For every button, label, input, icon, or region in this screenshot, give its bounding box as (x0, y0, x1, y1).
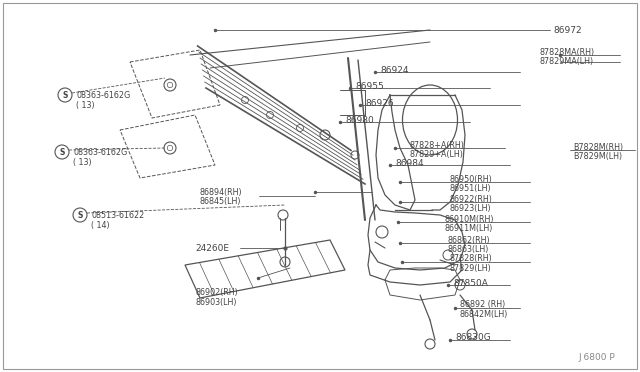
Text: 86980: 86980 (345, 115, 374, 125)
Text: ( 13): ( 13) (76, 100, 95, 109)
Text: 86863(LH): 86863(LH) (448, 244, 490, 253)
Text: S: S (62, 90, 68, 99)
Text: J 6800 P: J 6800 P (579, 353, 615, 362)
Text: 86923(LH): 86923(LH) (450, 203, 492, 212)
Text: 86924: 86924 (380, 65, 408, 74)
Text: 86972: 86972 (553, 26, 582, 35)
Text: 86951(LH): 86951(LH) (450, 183, 492, 192)
Text: B7828M(RH): B7828M(RH) (573, 142, 623, 151)
Text: ( 13): ( 13) (73, 157, 92, 167)
Text: 87828MA(RH): 87828MA(RH) (540, 48, 595, 57)
Text: 87828+A(RH): 87828+A(RH) (410, 141, 465, 150)
Text: 86862(RH): 86862(RH) (448, 235, 491, 244)
Text: 08363-6162G: 08363-6162G (76, 90, 131, 99)
Text: 87828(RH): 87828(RH) (450, 254, 493, 263)
Text: 86911M(LH): 86911M(LH) (445, 224, 493, 232)
Text: 24260E: 24260E (195, 244, 229, 253)
Text: 86902(RH): 86902(RH) (195, 288, 237, 296)
Text: 87829MA(LH): 87829MA(LH) (540, 57, 594, 65)
Text: 86830G: 86830G (455, 334, 491, 343)
Text: 86903(LH): 86903(LH) (195, 298, 237, 307)
Text: B7829M(LH): B7829M(LH) (573, 151, 622, 160)
Text: 86894(RH): 86894(RH) (200, 187, 243, 196)
Text: 86845(LH): 86845(LH) (200, 196, 241, 205)
Text: 87850A: 87850A (453, 279, 488, 288)
Text: 08363-6162G: 08363-6162G (73, 148, 127, 157)
Text: S: S (77, 211, 83, 219)
Text: 87829(LH): 87829(LH) (450, 263, 492, 273)
Text: 86955: 86955 (355, 81, 384, 90)
Text: 86922(RH): 86922(RH) (450, 195, 493, 203)
Text: 86984: 86984 (395, 158, 424, 167)
Text: 87829+A(LH): 87829+A(LH) (410, 150, 464, 158)
Text: 86950(RH): 86950(RH) (450, 174, 493, 183)
Text: 86926: 86926 (365, 99, 394, 108)
Text: S: S (60, 148, 65, 157)
Text: 86892 (RH): 86892 (RH) (460, 301, 505, 310)
Text: ( 14): ( 14) (91, 221, 109, 230)
Text: 86910M(RH): 86910M(RH) (445, 215, 495, 224)
Text: 86842M(LH): 86842M(LH) (460, 310, 508, 318)
Text: 08513-61622: 08513-61622 (91, 211, 144, 219)
